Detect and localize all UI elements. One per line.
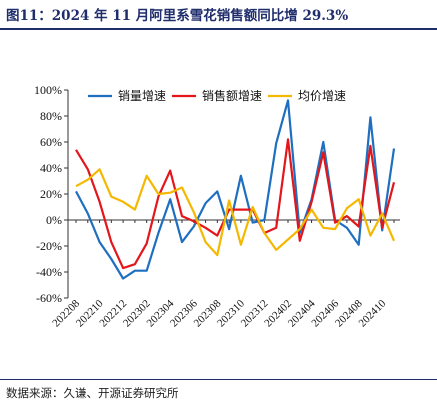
axes	[67, 90, 400, 298]
legend-label-1: 销量增速	[118, 89, 166, 103]
title-rule	[0, 28, 437, 30]
legend: 销量增速 销售额增速 均价增速	[88, 88, 346, 103]
chart-title: 图11：2024 年 11 月阿里系雪花销售额同比增 29.3%	[6, 8, 349, 24]
y-tick-label: 80%	[40, 109, 62, 123]
legend-label-2: 销售额增速	[202, 88, 262, 103]
legend-label-3: 均价增速	[298, 89, 346, 103]
series-line-1	[75, 99, 396, 280]
y-tick-label: 100%	[34, 83, 62, 97]
y-tick-label: 20%	[40, 187, 62, 201]
chart-svg: 100%80%60%40%20%0%-20%-40%-60% 202208202…	[34, 83, 400, 329]
series-line-3	[75, 168, 396, 257]
y-tick-label: -40%	[36, 265, 62, 279]
y-tick-label: 40%	[40, 161, 62, 175]
source-note: 数据来源：久谦、开源证券研究所	[6, 386, 179, 400]
y-tick-label: 60%	[40, 135, 62, 149]
y-tick-label: -60%	[36, 291, 62, 305]
y-ticks: 100% 80% 60% 40% 20% 0% -20% -40% -60%	[34, 83, 68, 305]
y-tick-label: -20%	[36, 239, 62, 253]
x-tick-label: 202410	[357, 297, 389, 329]
y-tick-label: 0%	[46, 213, 62, 227]
source-rule	[0, 379, 437, 380]
series-lines	[75, 99, 396, 280]
